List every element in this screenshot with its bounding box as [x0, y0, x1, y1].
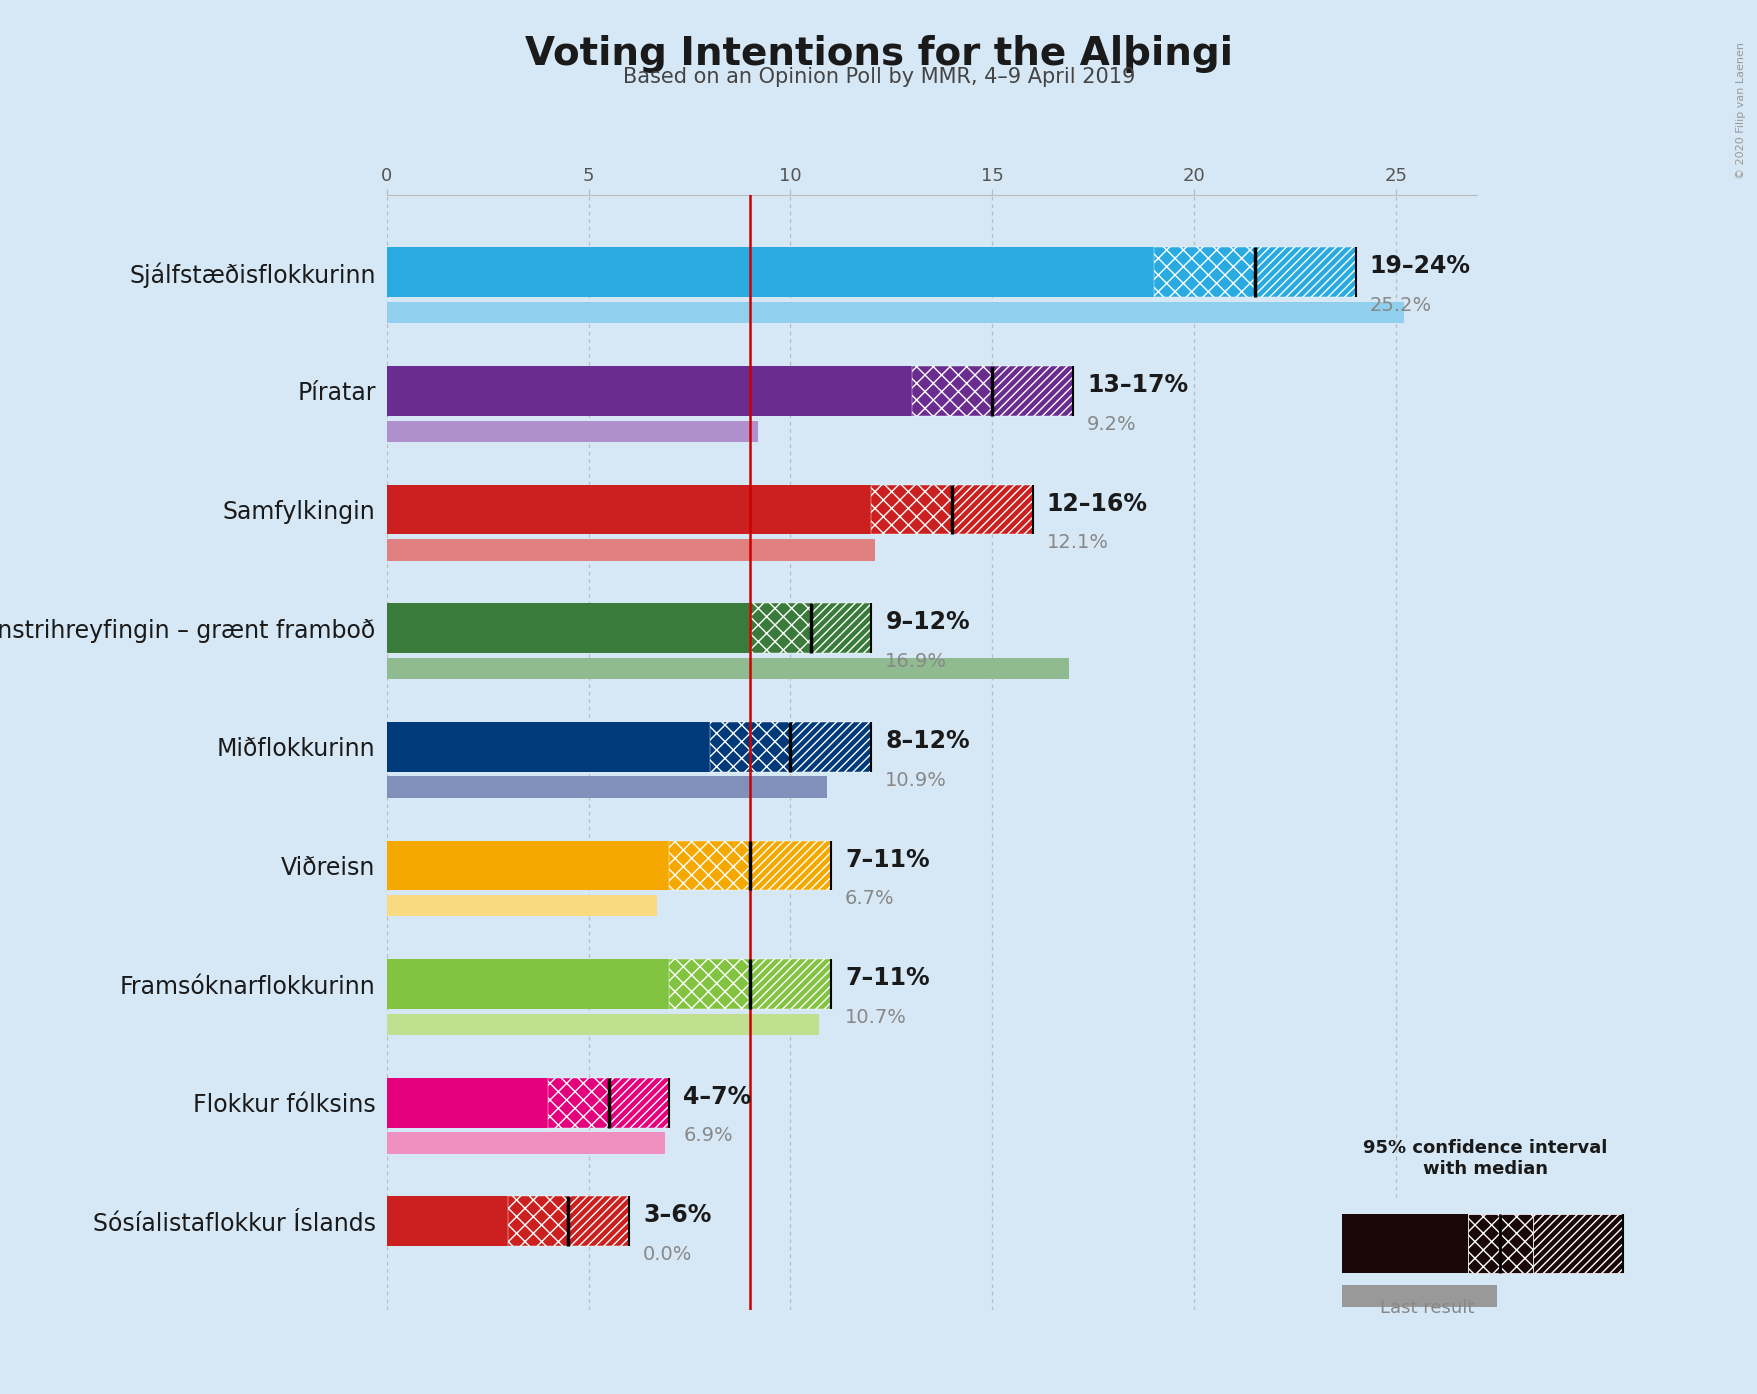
Bar	[912, 367, 991, 415]
Text: 4–7%: 4–7%	[683, 1085, 752, 1108]
Bar	[750, 604, 810, 654]
Bar	[387, 247, 1153, 297]
Text: 7–11%: 7–11%	[845, 966, 929, 990]
Bar	[387, 722, 710, 772]
Bar	[871, 485, 951, 534]
Bar	[387, 1132, 664, 1154]
Text: 25.2%: 25.2%	[1369, 296, 1430, 315]
Bar	[991, 367, 1072, 415]
Bar	[791, 722, 871, 772]
Bar	[1532, 1214, 1622, 1274]
Bar	[1341, 1285, 1497, 1306]
Bar	[387, 604, 750, 654]
Text: 7–11%: 7–11%	[845, 848, 929, 871]
Bar	[387, 421, 757, 442]
Text: 16.9%: 16.9%	[886, 652, 947, 671]
Bar	[387, 1196, 508, 1246]
Text: 13–17%: 13–17%	[1086, 374, 1188, 397]
Text: 95% confidence interval
with median: 95% confidence interval with median	[1362, 1139, 1608, 1178]
Text: 9.2%: 9.2%	[1086, 414, 1137, 434]
Bar	[608, 1078, 669, 1128]
Text: 19–24%: 19–24%	[1369, 254, 1471, 279]
Bar	[1254, 247, 1355, 297]
Text: Based on an Opinion Poll by MMR, 4–9 April 2019: Based on an Opinion Poll by MMR, 4–9 Apr…	[622, 67, 1135, 86]
Bar	[568, 1196, 629, 1246]
Bar	[1153, 247, 1254, 297]
Bar	[387, 539, 875, 560]
Bar	[387, 658, 1068, 679]
Bar	[508, 1196, 568, 1246]
Bar	[387, 895, 657, 916]
Text: Last result: Last result	[1379, 1299, 1474, 1316]
Bar	[710, 722, 791, 772]
Bar	[1341, 1214, 1467, 1274]
Text: © 2020 Filip van Laenen: © 2020 Filip van Laenen	[1734, 42, 1745, 178]
Bar	[669, 841, 750, 891]
Text: 6.7%: 6.7%	[845, 889, 894, 907]
Text: 0.0%: 0.0%	[643, 1245, 692, 1264]
Bar	[387, 776, 826, 797]
Text: 12–16%: 12–16%	[1045, 492, 1147, 516]
Bar	[387, 841, 669, 891]
Bar	[387, 485, 871, 534]
Text: 8–12%: 8–12%	[886, 729, 970, 753]
Bar	[750, 841, 831, 891]
Bar	[669, 959, 750, 1009]
Text: 6.9%: 6.9%	[683, 1126, 733, 1146]
Bar	[387, 959, 669, 1009]
Text: 10.9%: 10.9%	[886, 771, 947, 789]
Bar	[387, 1078, 548, 1128]
Text: Voting Intentions for the Alþingi: Voting Intentions for the Alþingi	[525, 35, 1232, 72]
Bar	[548, 1078, 608, 1128]
Text: 10.7%: 10.7%	[845, 1008, 907, 1027]
Text: 12.1%: 12.1%	[1045, 534, 1109, 552]
Bar	[387, 1013, 819, 1036]
Text: 9–12%: 9–12%	[886, 611, 970, 634]
Bar	[810, 604, 871, 654]
Bar	[1467, 1214, 1532, 1274]
Bar	[387, 302, 1404, 323]
Bar	[387, 367, 912, 415]
Text: 3–6%: 3–6%	[643, 1203, 712, 1228]
Bar	[951, 485, 1031, 534]
Bar	[750, 959, 831, 1009]
